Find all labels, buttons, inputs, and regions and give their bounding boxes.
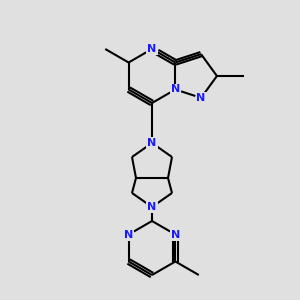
- Text: N: N: [147, 202, 157, 212]
- Text: N: N: [147, 138, 157, 148]
- Text: N: N: [196, 93, 206, 103]
- Text: N: N: [171, 230, 180, 239]
- Text: N: N: [171, 85, 180, 94]
- Text: N: N: [124, 230, 133, 239]
- Text: N: N: [147, 44, 157, 54]
